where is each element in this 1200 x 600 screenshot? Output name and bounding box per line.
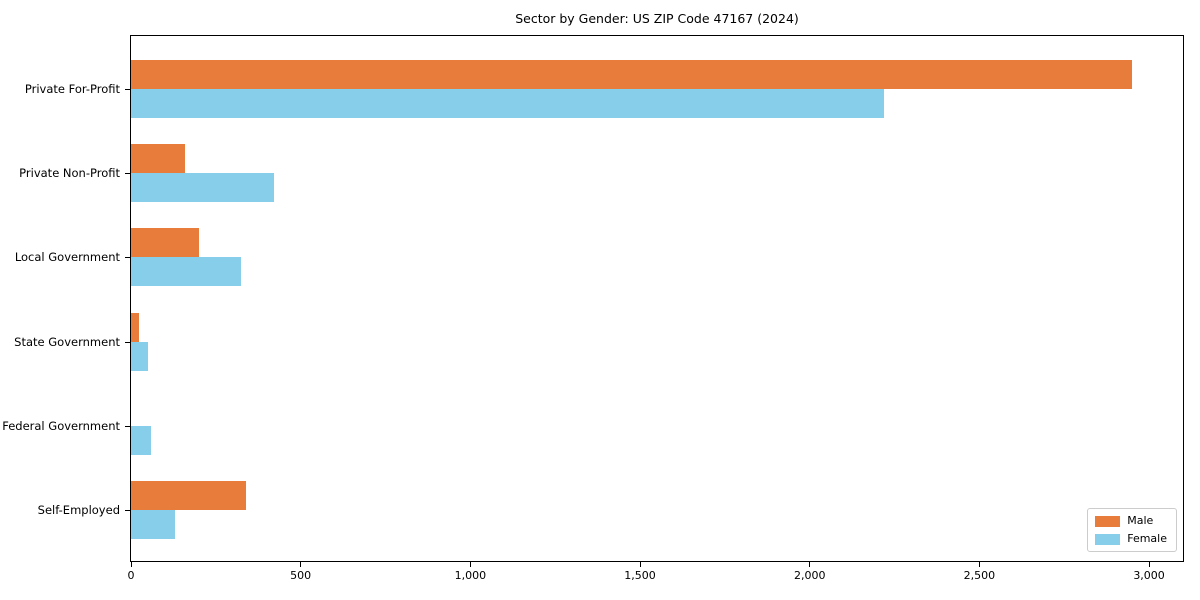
x-tick-label: 500: [290, 569, 312, 582]
bar-female-5: [131, 425, 151, 455]
legend-entry-male: Male: [1095, 515, 1167, 527]
bar-female-6: [131, 510, 175, 539]
bar-female-1: [131, 89, 884, 118]
x-tick-mark: [809, 562, 811, 567]
male-swatch-icon: [1095, 515, 1121, 527]
female-swatch-icon: [1095, 533, 1121, 545]
y-tick-mark: [125, 89, 130, 90]
y-tick-mark: [125, 425, 130, 427]
y-tick-mark: [125, 173, 130, 175]
bar-female-2: [131, 173, 274, 203]
x-tick-mark: [639, 562, 641, 567]
y-tick-label: Private Non-Profit: [19, 166, 120, 181]
x-tick-mark: [300, 562, 302, 567]
x-tick-label: 3,000: [1133, 569, 1165, 582]
bar-male-1: [131, 60, 1132, 89]
x-tick-label: 1,500: [624, 569, 656, 582]
y-tick-label: Self-Employed: [37, 503, 120, 517]
x-tick-label: 2,000: [793, 569, 826, 582]
x-tick-mark: [1148, 562, 1150, 567]
x-tick-label: 1,000: [454, 569, 487, 582]
x-tick-mark: [978, 562, 980, 567]
y-tick-label: Private For-Profit: [24, 82, 120, 96]
legend-label-female: Female: [1127, 532, 1167, 545]
x-tick-label: 0: [127, 569, 135, 582]
y-tick-label: Federal Government: [2, 418, 120, 433]
bar-male-3: [131, 228, 199, 258]
y-tick-mark: [125, 257, 130, 259]
bar-female-3: [131, 257, 241, 287]
chart-title: Sector by Gender: US ZIP Code 47167 (202…: [515, 11, 799, 26]
plot-area: Male Female: [130, 35, 1184, 562]
y-tick-label: Local Government: [14, 250, 120, 265]
legend: Male Female: [1087, 508, 1177, 552]
bar-male-2: [131, 144, 185, 174]
bar-female-4: [131, 341, 148, 371]
x-tick-mark: [469, 562, 471, 567]
legend-entry-female: Female: [1095, 533, 1167, 545]
bar-male-4: [131, 312, 139, 342]
y-tick-label: State Government: [14, 334, 120, 349]
bar-male-6: [131, 481, 246, 510]
legend-label-male: Male: [1127, 514, 1154, 527]
x-tick-mark: [130, 562, 132, 567]
y-tick-mark: [125, 510, 130, 511]
y-tick-mark: [125, 341, 130, 343]
x-tick-label: 2,500: [963, 569, 996, 582]
